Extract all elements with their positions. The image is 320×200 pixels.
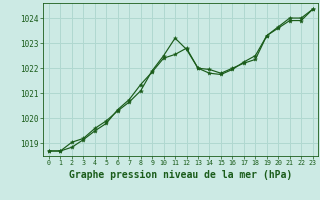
X-axis label: Graphe pression niveau de la mer (hPa): Graphe pression niveau de la mer (hPa) bbox=[69, 170, 292, 180]
